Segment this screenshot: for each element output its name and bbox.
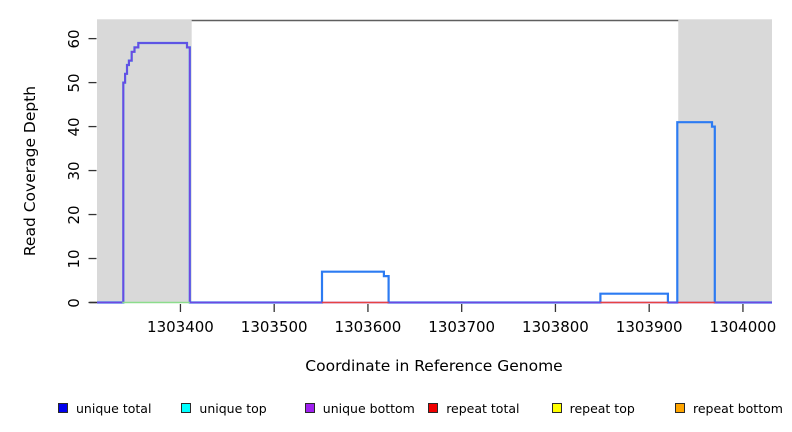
x-axis-title: Coordinate in Reference Genome <box>305 357 563 375</box>
x-tick-label: 1303400 <box>147 318 214 336</box>
y-axis-title: Read Coverage Depth <box>21 85 39 257</box>
x-tick-label: 1303700 <box>428 318 496 336</box>
legend-item-unique-top: unique top <box>181 400 267 416</box>
x-tick-label: 1304000 <box>709 318 777 336</box>
y-tick-label: 60 <box>65 29 83 49</box>
y-tick-label: 10 <box>65 248 83 269</box>
x-tick-label: 1303800 <box>522 318 589 336</box>
series-unique-total <box>97 41 772 304</box>
legend-label: repeat bottom <box>693 400 783 416</box>
legend-item-unique-total: unique total <box>58 400 152 416</box>
y-tick-label: 50 <box>65 73 83 93</box>
legend-label: unique bottom <box>322 400 415 416</box>
legend-swatch-icon <box>304 403 315 413</box>
legend-label: unique top <box>199 400 267 416</box>
x-tick-label: 1303600 <box>334 318 402 336</box>
legend-item-repeat-top: repeat top <box>551 400 635 416</box>
legend-swatch-icon <box>428 403 439 413</box>
shaded-region-1 <box>678 19 772 303</box>
y-tick-label: 20 <box>65 204 83 225</box>
x-tick-label: 1303500 <box>240 318 308 336</box>
legend-swatch-icon <box>58 403 68 413</box>
x-tick-label: 1303900 <box>615 318 683 336</box>
legend-swatch-icon <box>675 403 685 413</box>
legend-swatch-icon <box>181 403 192 413</box>
legend-label: repeat top <box>569 400 635 416</box>
legend-item-unique-bottom: unique bottom <box>304 400 415 416</box>
legend-item-repeat-total: repeat total <box>428 400 520 416</box>
legend-label: repeat total <box>446 400 520 416</box>
y-tick-label: 40 <box>65 117 83 137</box>
shaded-region-0 <box>97 19 192 303</box>
legend-label: unique total <box>76 400 152 416</box>
series-unique-bottom <box>97 42 772 304</box>
y-tick-label: 0 <box>65 297 83 308</box>
legend-swatch-icon <box>551 403 562 413</box>
y-tick-label: 30 <box>65 161 83 181</box>
legend-item-repeat-bottom: repeat bottom <box>675 400 783 416</box>
